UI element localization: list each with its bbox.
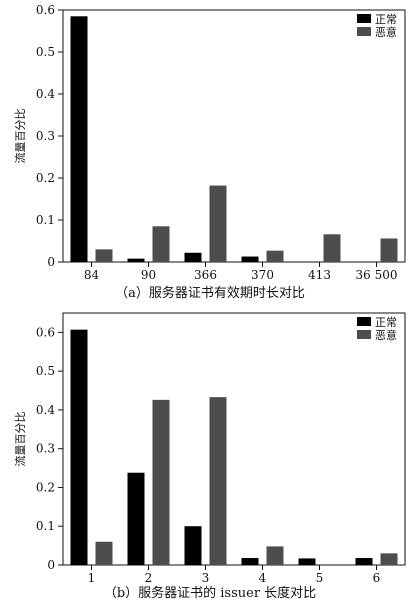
- chart-a-ylabel: 流量百分比: [13, 109, 27, 164]
- chart-a-bar-normal: [70, 16, 88, 262]
- chart-a-bar-malicious: [380, 238, 398, 262]
- chart-a-xtick-label: 370: [251, 268, 274, 280]
- chart-a-frame: [62, 9, 406, 263]
- chart-b-frame: [62, 312, 406, 566]
- chart-a-svg: 0 0.1 0.2 0.3 0.4 0.5 0.6 流量百分比 84 90 366 370 413 36 …: [13, 3, 406, 280]
- chart-b-bar-malicious: [209, 397, 227, 565]
- chart-a-bar-normal: [127, 258, 145, 262]
- chart-a-xtick-label: 36 500: [356, 268, 398, 280]
- chart-b-xtick-label: 2: [145, 571, 153, 583]
- chart-panel-a: 0 0.1 0.2 0.3 0.4 0.5 0.6 流量百分比 84 90 366 370 413 36 …: [13, 3, 406, 301]
- chart-b-ytick-label: 0.6: [36, 325, 55, 339]
- chart-a-ytick-label: 0.2: [36, 171, 55, 185]
- chart-a-caption: （a）服务器证书有效期时长对比: [115, 286, 305, 301]
- chart-a-bar-malicious: [209, 185, 227, 262]
- chart-a-bar-malicious: [95, 249, 113, 262]
- chart-b-xtick-label: 6: [373, 571, 381, 583]
- chart-b-legend-swatch: [357, 330, 371, 339]
- chart-b-ytick-label: 0.3: [36, 442, 55, 456]
- chart-b-legend-label: 恶意: [375, 328, 397, 342]
- chart-a-xtick-label: 366: [194, 268, 217, 280]
- chart-b-xtick-label: 5: [316, 571, 324, 583]
- chart-a-ytick-label: 0: [47, 255, 55, 269]
- chart-a-bar-malicious: [152, 226, 170, 262]
- chart-b-ytick-label: 0.4: [36, 403, 55, 417]
- chart-b-bar-malicious: [266, 546, 284, 565]
- chart-b-bar-normal: [184, 526, 202, 565]
- chart-b-bar-normal: [355, 558, 373, 565]
- chart-a-xtick-label: 90: [141, 268, 156, 280]
- chart-a-ytick-label: 0.5: [36, 45, 55, 59]
- chart-b-bar-malicious: [152, 399, 170, 565]
- chart-b-xtick-label: 4: [259, 571, 267, 583]
- chart-b-caption: （b）服务器证书的 issuer 长度对比: [103, 586, 317, 601]
- chart-b-bar-normal: [127, 472, 145, 565]
- chart-a-ytick-label: 0.1: [36, 213, 55, 227]
- chart-b-bar-normal: [241, 558, 259, 565]
- chart-a-ytick-label: 0.4: [36, 87, 55, 101]
- chart-a-legend-label: 正常: [375, 13, 397, 26]
- chart-a-xtick-label: 84: [84, 268, 100, 280]
- chart-a-xtick-label: 413: [308, 268, 331, 280]
- chart-a-bar-normal: [241, 256, 259, 262]
- chart-b-bar-malicious: [380, 553, 398, 565]
- chart-b-bar-normal: [298, 558, 316, 565]
- chart-panel-b: 0 0.1 0.2 0.3 0.4 0.5 0.6 流量百分比 1 2 3 4 5 6 正常 恶意 （b）服务…: [0, 303, 420, 606]
- chart-b-ytick-label: 0.2: [36, 480, 55, 494]
- chart-a-legend-swatch: [357, 14, 371, 23]
- chart-b-legend-swatch: [357, 317, 371, 326]
- chart-b-ytick-label: 0.5: [36, 364, 55, 378]
- chart-a-bar-malicious: [266, 250, 284, 262]
- chart-a-legend-swatch: [357, 27, 371, 36]
- chart-b-bar-malicious: [95, 541, 113, 565]
- chart-a-ytick-label: 0.6: [36, 3, 55, 17]
- chart-a-bar-malicious: [323, 234, 341, 262]
- chart-b-legend-label: 正常: [375, 316, 397, 329]
- chart-b-bar-normal: [70, 329, 88, 565]
- chart-a-ytick-label: 0.3: [36, 129, 55, 143]
- chart-b-ytick-label: 0.1: [36, 519, 55, 533]
- chart-b-xtick-label: 1: [88, 571, 96, 583]
- chart-a-bar-normal: [184, 252, 202, 262]
- chart-a-legend-label: 恶意: [375, 25, 397, 39]
- chart-b-xtick-label: 3: [202, 571, 210, 583]
- chart-b-ytick-label: 0: [47, 558, 55, 572]
- chart-b-ylabel: 流量百分比: [13, 412, 27, 467]
